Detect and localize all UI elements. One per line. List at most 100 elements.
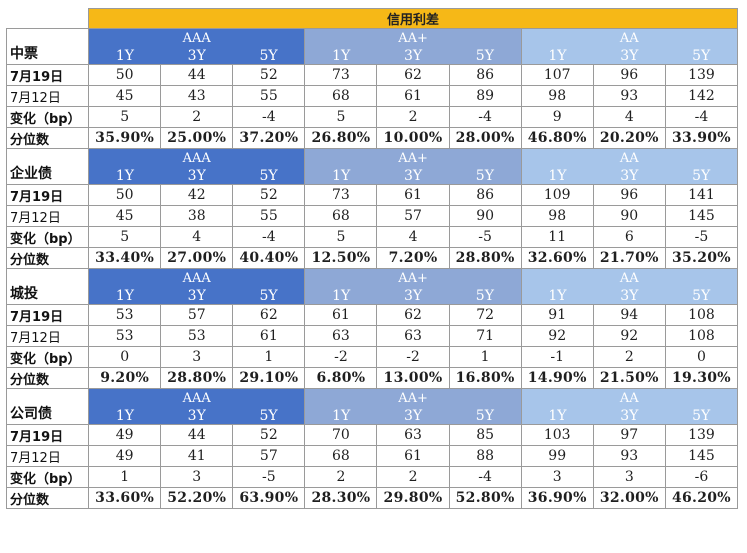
tenor-header-5y: 5Y xyxy=(232,47,306,65)
previous-date-row: 7月12日 45 43 55 68 61 89 98 93 142 xyxy=(5,85,739,107)
tenor-header-5y: 5Y xyxy=(449,407,522,425)
row-label: 变化（bp） xyxy=(5,466,90,488)
value-cell: 46.20% xyxy=(664,487,739,509)
value-cell: 46.80% xyxy=(520,127,594,149)
grade-header-fill-aa xyxy=(665,388,739,407)
value-cell: -2 xyxy=(376,346,450,368)
row-label: 变化（bp） xyxy=(5,346,90,368)
value-cell: -4 xyxy=(448,106,522,128)
value-cell: 90 xyxy=(448,205,522,227)
value-cell: 145 xyxy=(664,205,739,227)
value-cell: -4 xyxy=(448,466,522,488)
value-cell: 86 xyxy=(448,64,522,86)
change-bp-row: 变化（bp） 5 4 -4 5 4 -5 11 6 -5 xyxy=(5,226,739,248)
value-cell: 72 xyxy=(448,304,522,326)
value-cell: 89 xyxy=(448,85,522,107)
grade-header-fill-aa xyxy=(520,148,594,167)
value-cell: -2 xyxy=(304,346,378,368)
grade-header-aa-plus: AA+ xyxy=(376,28,450,47)
value-cell: 62 xyxy=(232,304,306,326)
tenor-header-1y: 1Y xyxy=(520,407,594,425)
tenor-header-5y: 5Y xyxy=(449,47,522,65)
grade-header-fill-aa xyxy=(520,28,594,47)
grade-header-aaa: AAA xyxy=(160,268,233,287)
value-cell: 19.30% xyxy=(664,367,739,389)
grade-header-row: 企业债 AAA AA+ AA xyxy=(5,148,739,185)
tenor-header-1y: 1Y xyxy=(520,47,594,65)
value-cell: 61 xyxy=(232,325,306,347)
table-title: 信用利差 xyxy=(88,8,738,29)
percentile-row: 分位数 33.40% 27.00% 40.40% 12.50% 7.20% 28.80% 32… xyxy=(5,247,739,269)
value-cell: 37.20% xyxy=(232,127,306,149)
tenor-header-1y: 1Y xyxy=(304,287,377,305)
value-cell: 35.90% xyxy=(88,127,162,149)
current-date-row: 7月19日 50 44 52 73 62 86 107 96 139 xyxy=(5,64,739,86)
value-cell: 33.40% xyxy=(88,247,162,269)
value-cell: 68 xyxy=(304,445,378,467)
tenor-header-1y: 1Y xyxy=(88,407,161,425)
blank-corner-cell xyxy=(6,8,90,29)
previous-date-row: 7月12日 45 38 55 68 57 90 98 90 145 xyxy=(5,205,739,227)
value-cell: 52 xyxy=(232,64,306,86)
value-cell: 53 xyxy=(160,325,234,347)
value-cell: 11 xyxy=(520,226,594,248)
tenor-header-3y: 3Y xyxy=(593,407,666,425)
grade-header-fill-aaa xyxy=(232,148,306,167)
percentile-row: 分位数 9.20% 28.80% 29.10% 6.80% 13.00% 16.80% 14.… xyxy=(5,367,739,389)
grade-header-aaa: AAA xyxy=(160,388,233,407)
row-label: 分位数 xyxy=(5,127,90,149)
value-cell: 70 xyxy=(304,424,378,446)
value-cell: 2 xyxy=(304,466,378,488)
value-cell: 52 xyxy=(232,184,306,206)
value-cell: 44 xyxy=(160,424,234,446)
value-cell: 42 xyxy=(160,184,234,206)
grade-header-fill-aaa xyxy=(232,268,306,287)
grade-header-fill-aa-plus xyxy=(304,388,377,407)
value-cell: 92 xyxy=(520,325,594,347)
value-cell: -6 xyxy=(664,466,739,488)
value-cell: -4 xyxy=(664,106,739,128)
current-date-row: 7月19日 53 57 62 61 62 72 91 94 108 xyxy=(5,304,739,326)
value-cell: 2 xyxy=(376,466,450,488)
value-cell: 9 xyxy=(520,106,594,128)
row-label: 7月12日 xyxy=(5,85,90,107)
percentile-row: 分位数 33.60% 52.20% 63.90% 28.30% 29.80% 52.80% 3… xyxy=(5,487,739,509)
value-cell: 63.90% xyxy=(232,487,306,509)
tenor-header-5y: 5Y xyxy=(232,287,306,305)
grade-header-aa-plus: AA+ xyxy=(376,268,450,287)
value-cell: 0 xyxy=(664,346,739,368)
value-cell: 71 xyxy=(448,325,522,347)
section-label: 公司债 xyxy=(5,388,90,425)
current-date-row: 7月19日 50 42 52 73 61 86 109 96 141 xyxy=(5,184,739,206)
value-cell: 63 xyxy=(304,325,378,347)
grade-header-aa-plus: AA+ xyxy=(376,388,450,407)
tenor-header-row: 1Y 3Y 5Y 1Y 3Y 5Y 1Y 3Y 5Y xyxy=(7,407,739,425)
credit-spread-table: 信用利差 中票 AAA AA+ AA 1Y 3Y 5Y 1Y 3Y 5Y 1Y 3Y 5Y 7月19日 50… xyxy=(5,8,739,509)
value-cell: 57 xyxy=(376,205,450,227)
value-cell: 90 xyxy=(592,205,666,227)
value-cell: 49 xyxy=(88,445,162,467)
value-cell: 3 xyxy=(160,466,234,488)
grade-header-aa: AA xyxy=(593,388,666,407)
grade-header-fill-aaa xyxy=(88,388,161,407)
value-cell: 14.90% xyxy=(520,367,594,389)
value-cell: 13.00% xyxy=(376,367,450,389)
row-label: 7月19日 xyxy=(5,64,90,86)
tenor-header-1y: 1Y xyxy=(88,47,161,65)
tenor-header-5y: 5Y xyxy=(665,407,739,425)
grade-header-aa: AA xyxy=(593,148,666,167)
tenor-header-3y: 3Y xyxy=(376,167,450,185)
value-cell: 4 xyxy=(160,226,234,248)
value-cell: -5 xyxy=(448,226,522,248)
value-cell: 91 xyxy=(520,304,594,326)
value-cell: 50 xyxy=(88,64,162,86)
value-cell: 61 xyxy=(304,304,378,326)
value-cell: 62 xyxy=(376,304,450,326)
grade-header-fill-aa-plus xyxy=(449,388,522,407)
grade-header-row: 城投 AAA AA+ AA xyxy=(5,268,739,305)
value-cell: -4 xyxy=(232,226,306,248)
tenor-header-3y: 3Y xyxy=(376,287,450,305)
grade-header-aa-plus: AA+ xyxy=(376,148,450,167)
value-cell: 32.00% xyxy=(592,487,666,509)
value-cell: 6.80% xyxy=(304,367,378,389)
